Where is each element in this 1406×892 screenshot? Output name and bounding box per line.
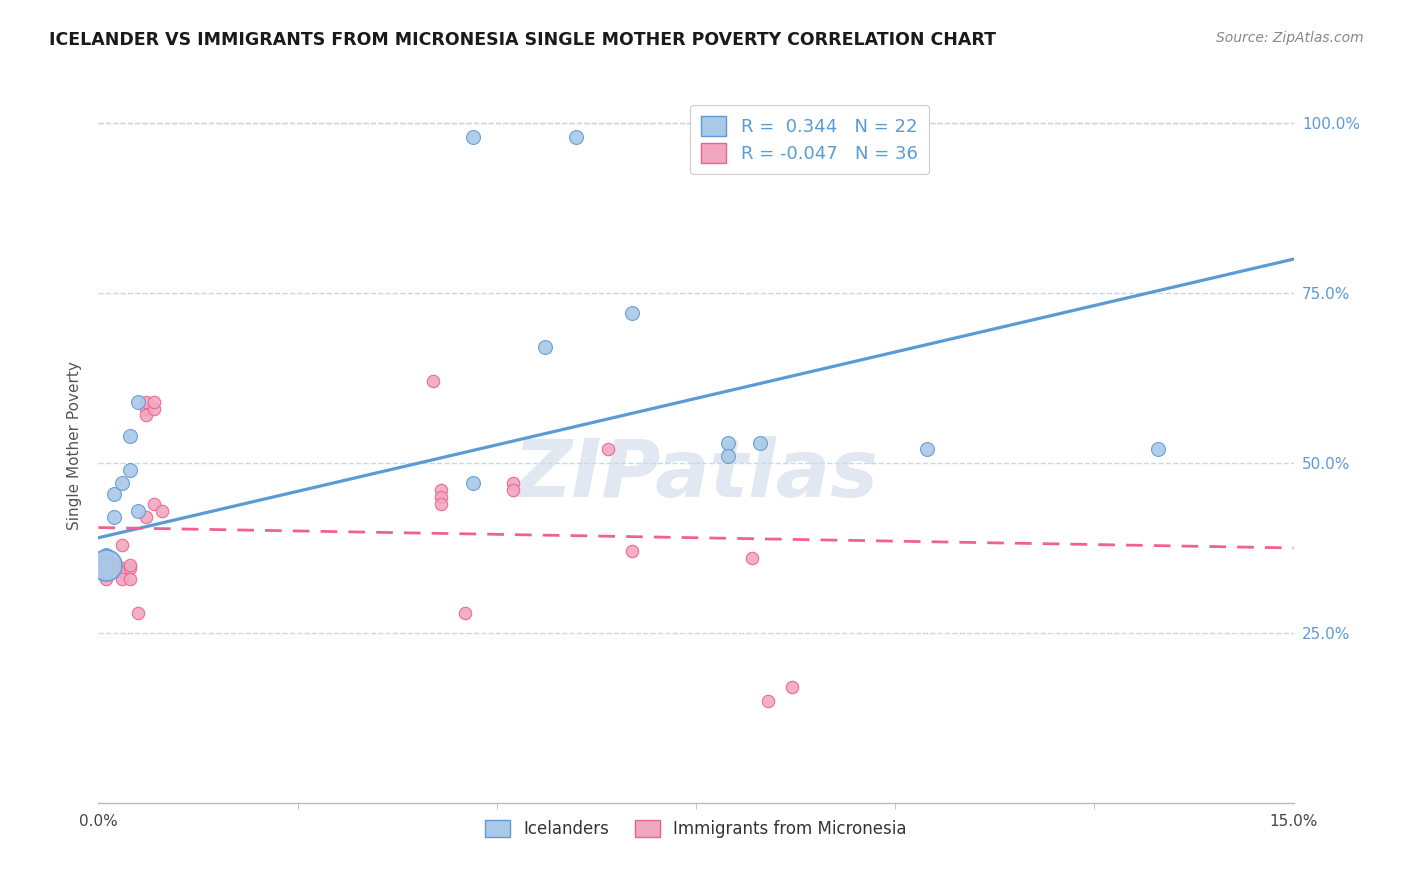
Point [111,476,134,491]
Point [150,503,173,517]
Point [598,442,620,457]
Point [461,476,484,491]
Point [127,394,149,409]
Text: ICELANDER VS IMMIGRANTS FROM MICRONESIA SINGLE MOTHER POVERTY CORRELATION CHART: ICELANDER VS IMMIGRANTS FROM MICRONESIA … [49,31,997,49]
Point [135,409,157,423]
Point [96,561,118,575]
Point [502,483,524,498]
Point [430,483,453,498]
Point [143,394,166,409]
Text: Source: ZipAtlas.com: Source: ZipAtlas.com [1216,31,1364,45]
Point [143,401,166,416]
Point [430,490,453,504]
Point [422,375,444,389]
Point [96,572,118,586]
Point [741,551,763,566]
Point [717,435,740,450]
Point [96,565,118,579]
Point [565,129,588,144]
Point [120,561,142,575]
Point [111,561,134,575]
Point [430,497,453,511]
Point [120,463,142,477]
Point [111,572,134,586]
Point [103,510,125,524]
Point [717,449,740,463]
Point [135,401,157,416]
Point [533,341,555,355]
Point [96,558,118,572]
Point [502,476,524,491]
Point [96,558,118,572]
Point [120,429,142,443]
Point [461,129,484,144]
Point [135,394,157,409]
Point [748,435,770,450]
Point [915,442,938,457]
Point [96,561,118,575]
Point [120,572,142,586]
Point [143,497,166,511]
Text: ZIPatlas: ZIPatlas [513,435,879,514]
Point [621,544,644,558]
Point [454,606,477,620]
Point [780,680,803,694]
Point [127,503,149,517]
Point [103,486,125,500]
Y-axis label: Single Mother Poverty: Single Mother Poverty [66,361,82,531]
Point [756,694,779,708]
Legend: Icelanders, Immigrants from Micronesia: Icelanders, Immigrants from Micronesia [479,813,912,845]
Point [621,306,644,320]
Point [111,537,134,551]
Point [135,510,157,524]
Point [120,558,142,572]
Point [96,551,118,566]
Point [96,555,118,569]
Point [103,561,125,575]
Point [111,565,134,579]
Point [96,555,118,569]
Point [96,548,118,562]
Point [1147,442,1170,457]
Point [103,558,125,572]
Point [127,606,149,620]
